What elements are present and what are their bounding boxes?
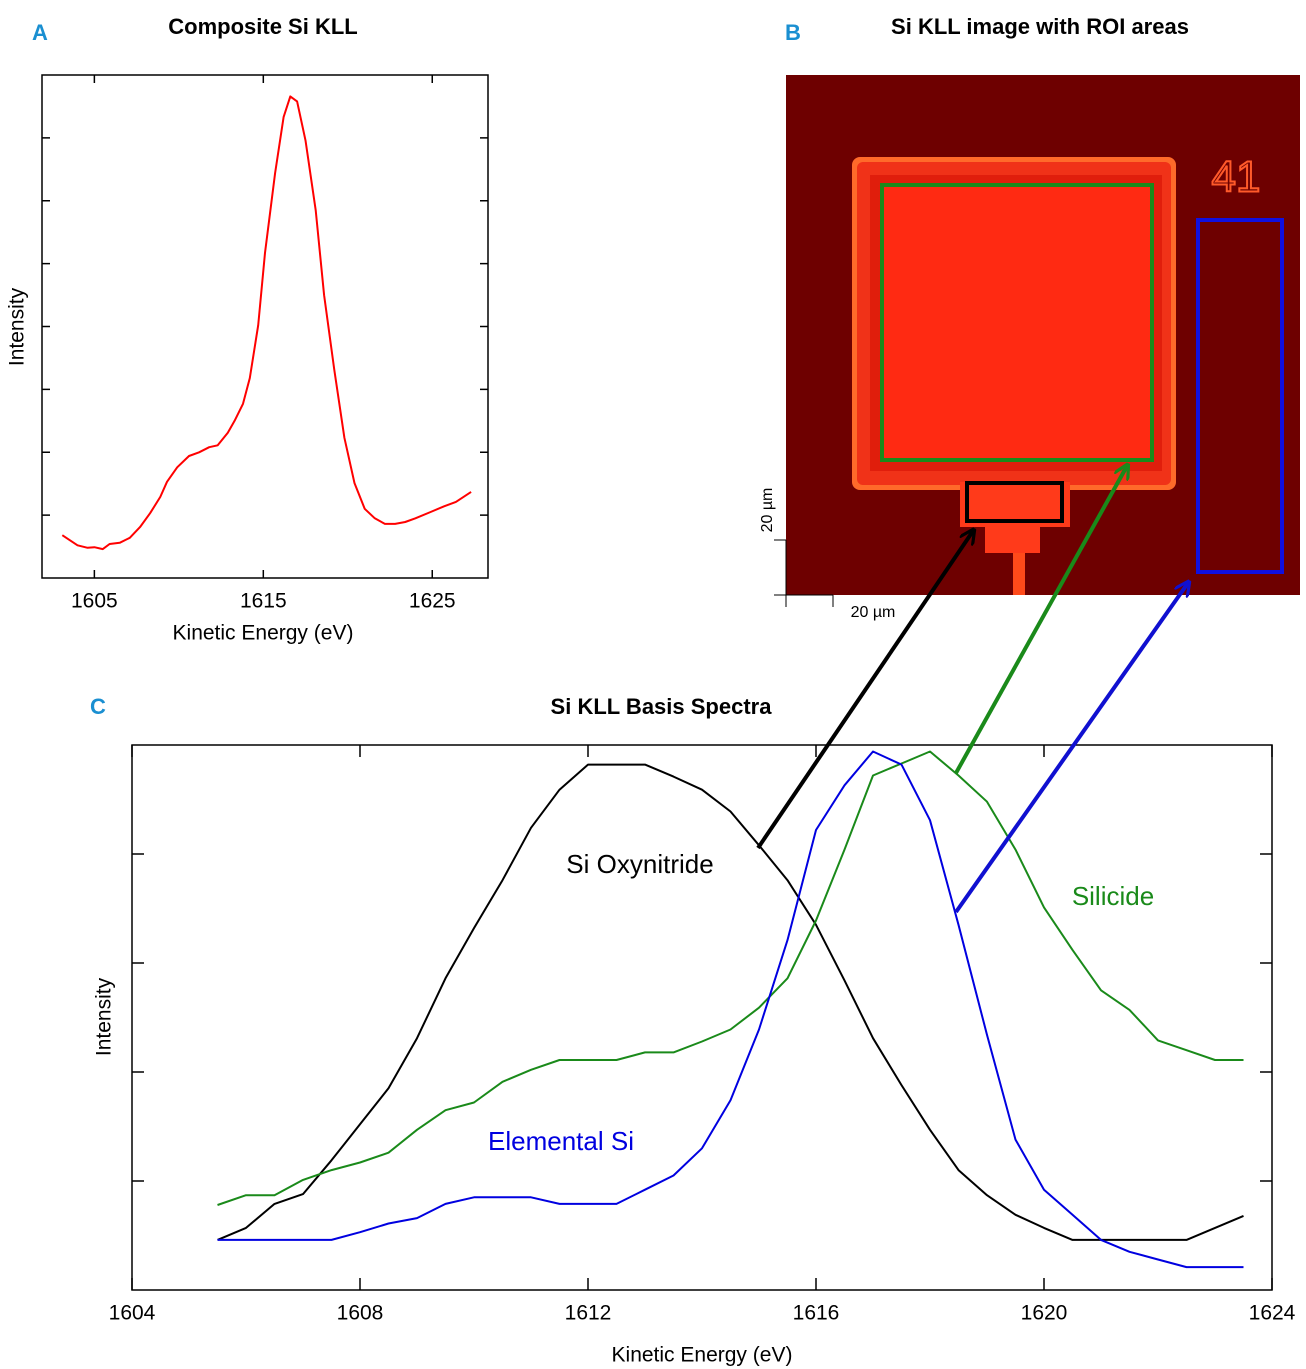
series-line [218,752,1244,1268]
series-line [218,752,1244,1206]
y-axis-label: Intensity [6,287,29,366]
x-tick-label: 1605 [71,590,118,613]
x-tick-label: 1625 [409,590,456,613]
arrow [956,583,1188,912]
scale-label: 20 µm [851,604,896,621]
stem [1013,553,1025,595]
x-tick-label: 1620 [1021,1302,1068,1325]
panel-label: A [32,20,48,45]
series-label: Silicide [1072,881,1154,911]
x-tick-label: 1608 [337,1302,384,1325]
image-title: Si KLL image with ROI areas [891,14,1189,39]
x-tick-label: 1624 [1249,1302,1296,1325]
chart-title: Composite Si KLL [168,14,357,39]
series-label: Elemental Si [488,1126,634,1156]
roi-green [882,185,1152,460]
x-tick-label: 1604 [109,1302,156,1325]
stem [985,527,1040,553]
image-marker: 41 [1212,153,1261,202]
series-line [218,765,1244,1240]
x-tick-label: 1615 [240,590,287,613]
y-axis-label: Intensity [93,977,116,1056]
x-tick-label: 1612 [565,1302,612,1325]
x-axis-label: Kinetic Energy (eV) [173,622,354,645]
figure: B Si KLL image with ROI areas 41 20 µm 2… [0,0,1306,1369]
sem-image: 41 [786,75,1300,595]
series-line [62,96,471,549]
plot-frame [42,75,488,578]
plot-frame [132,745,1272,1290]
x-axis-label: Kinetic Energy (eV) [612,1344,793,1367]
scale-label: 20 µm [759,488,776,533]
panel-label: B [785,20,801,45]
chart-title: Si KLL Basis Spectra [551,694,773,719]
x-tick-label: 1616 [793,1302,840,1325]
panel-label: C [90,694,106,719]
series-label: Si Oxynitride [566,849,713,879]
